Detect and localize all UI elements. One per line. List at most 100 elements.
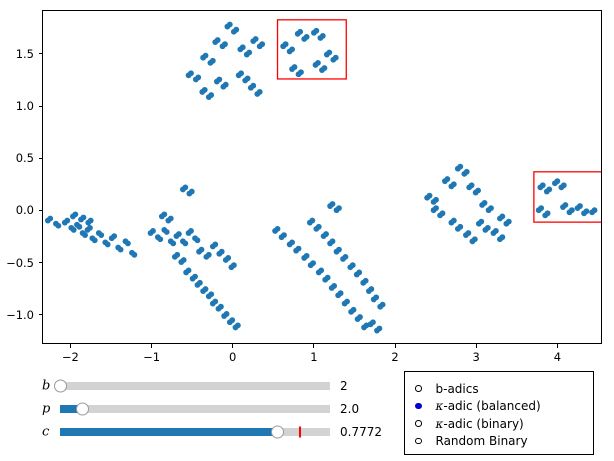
radio-selected-icon[interactable] (415, 402, 422, 410)
scatter-point (318, 267, 325, 274)
scatter-point (370, 319, 376, 326)
scatter-point (214, 37, 221, 43)
scatter-point (82, 232, 88, 238)
slider-handle-p[interactable] (76, 402, 90, 416)
scatter-point (329, 238, 336, 245)
x-tick-mark (232, 344, 234, 348)
y-tick-mark (38, 157, 42, 159)
scatter-plot-axes[interactable] (42, 10, 602, 344)
scatter-point (538, 205, 545, 212)
scatter-point (342, 253, 349, 260)
slider-value-c: 0.7772 (340, 425, 382, 439)
scatter-point (195, 74, 202, 81)
slider-fill-c (60, 428, 278, 436)
radio-unselected-icon[interactable] (415, 420, 422, 427)
scatter-point (303, 252, 310, 259)
scatter-point (282, 41, 289, 48)
scatter-point (499, 234, 506, 241)
scatter-point (188, 228, 194, 234)
scatter-point (76, 223, 83, 230)
scatter-point (80, 214, 87, 221)
scatter-point (196, 279, 203, 286)
scatter-point (170, 240, 177, 247)
scatter-point (125, 240, 131, 247)
scatter-point (194, 237, 201, 244)
x-tick-label: 1 (310, 350, 318, 364)
scatter-point (356, 269, 363, 276)
slider-fill-p (60, 405, 83, 413)
scatter-point (192, 273, 198, 280)
scatter-point (246, 49, 253, 56)
scatter-point (344, 298, 350, 305)
scatter-point (337, 290, 344, 297)
scatter-point (55, 222, 62, 229)
scatter-point (315, 59, 321, 66)
x-tick-label: 2 (391, 350, 399, 364)
scatter-point (465, 230, 472, 236)
embedding-mode-radio-group[interactable]: b-adics κ-adic (balanced) κ-adic (binary) R… (404, 371, 594, 455)
scatter-point (281, 232, 287, 238)
radio-option-1[interactable]: κ-adic (balanced) (415, 398, 541, 415)
scatter-point (376, 325, 383, 332)
scatter-point (368, 286, 375, 292)
scatter-point (577, 203, 583, 209)
radio-unselected-icon[interactable] (415, 385, 422, 392)
scatter-point (433, 205, 439, 212)
scatter-point (167, 215, 174, 222)
self-similarity-box-upper (276, 19, 347, 80)
scatter-point (174, 251, 181, 258)
scatter-point (201, 86, 208, 93)
scatter-point (439, 210, 446, 217)
radio-option-0[interactable]: b-adics (415, 380, 479, 397)
radio-option-3[interactable]: Random Binary (415, 433, 528, 450)
slider-label-p: p (42, 401, 51, 417)
radio-option-label: κ-adic (balanced) (435, 399, 541, 413)
scatter-point (310, 260, 317, 267)
radio-option-2[interactable]: κ-adic (binary) (415, 415, 524, 432)
scatter-point (324, 274, 331, 281)
slider-track-p[interactable] (60, 405, 330, 413)
scatter-point (544, 210, 551, 217)
scatter-point (554, 178, 561, 185)
scatter-point (336, 205, 342, 212)
slider-row-p[interactable]: p 2.0 (42, 401, 382, 417)
radio-unselected-icon[interactable] (415, 437, 422, 445)
y-tick-label: −1.0 (6, 307, 34, 322)
scatter-point (222, 81, 229, 88)
scatter-point (209, 57, 216, 64)
slider-row-c[interactable]: c 0.7772 (42, 424, 382, 440)
scatter-point (433, 196, 439, 203)
scatter-point (484, 224, 491, 231)
slider-value-p: 2.0 (340, 402, 360, 416)
scatter-series-0 (44, 21, 598, 334)
y-tick-mark (38, 105, 42, 107)
slider-handle-b[interactable] (53, 379, 67, 393)
scatter-point (475, 187, 481, 194)
scatter-points-layer (44, 19, 601, 334)
x-tick-mark (69, 344, 71, 348)
scatter-point (188, 70, 194, 77)
scatter-point (222, 41, 228, 48)
slider-row-b[interactable]: b 2 (42, 378, 382, 394)
slider-track-b[interactable] (60, 382, 330, 390)
x-tick-mark (556, 344, 558, 348)
slider-track-c[interactable] (60, 426, 330, 438)
slider-initial-value-marker-c (298, 426, 301, 438)
scatter-point (591, 207, 598, 214)
scatter-point (212, 241, 219, 248)
scatter-point (332, 54, 339, 61)
radio-option-label: κ-adic (binary) (435, 416, 524, 431)
kappa-glyph: κ (435, 399, 444, 413)
scatter-point (295, 245, 302, 252)
slider-handle-c[interactable] (271, 425, 285, 439)
scatter-point (568, 207, 575, 214)
scatter-point (315, 223, 322, 230)
slider-label-b: b (42, 378, 51, 394)
scatter-point (450, 181, 457, 188)
y-tick-mark (38, 209, 42, 211)
scatter-point (234, 322, 241, 329)
scatter-point (505, 218, 512, 225)
scatter-point (87, 224, 93, 231)
scatter-point (208, 92, 215, 98)
scatter-point (319, 33, 326, 39)
